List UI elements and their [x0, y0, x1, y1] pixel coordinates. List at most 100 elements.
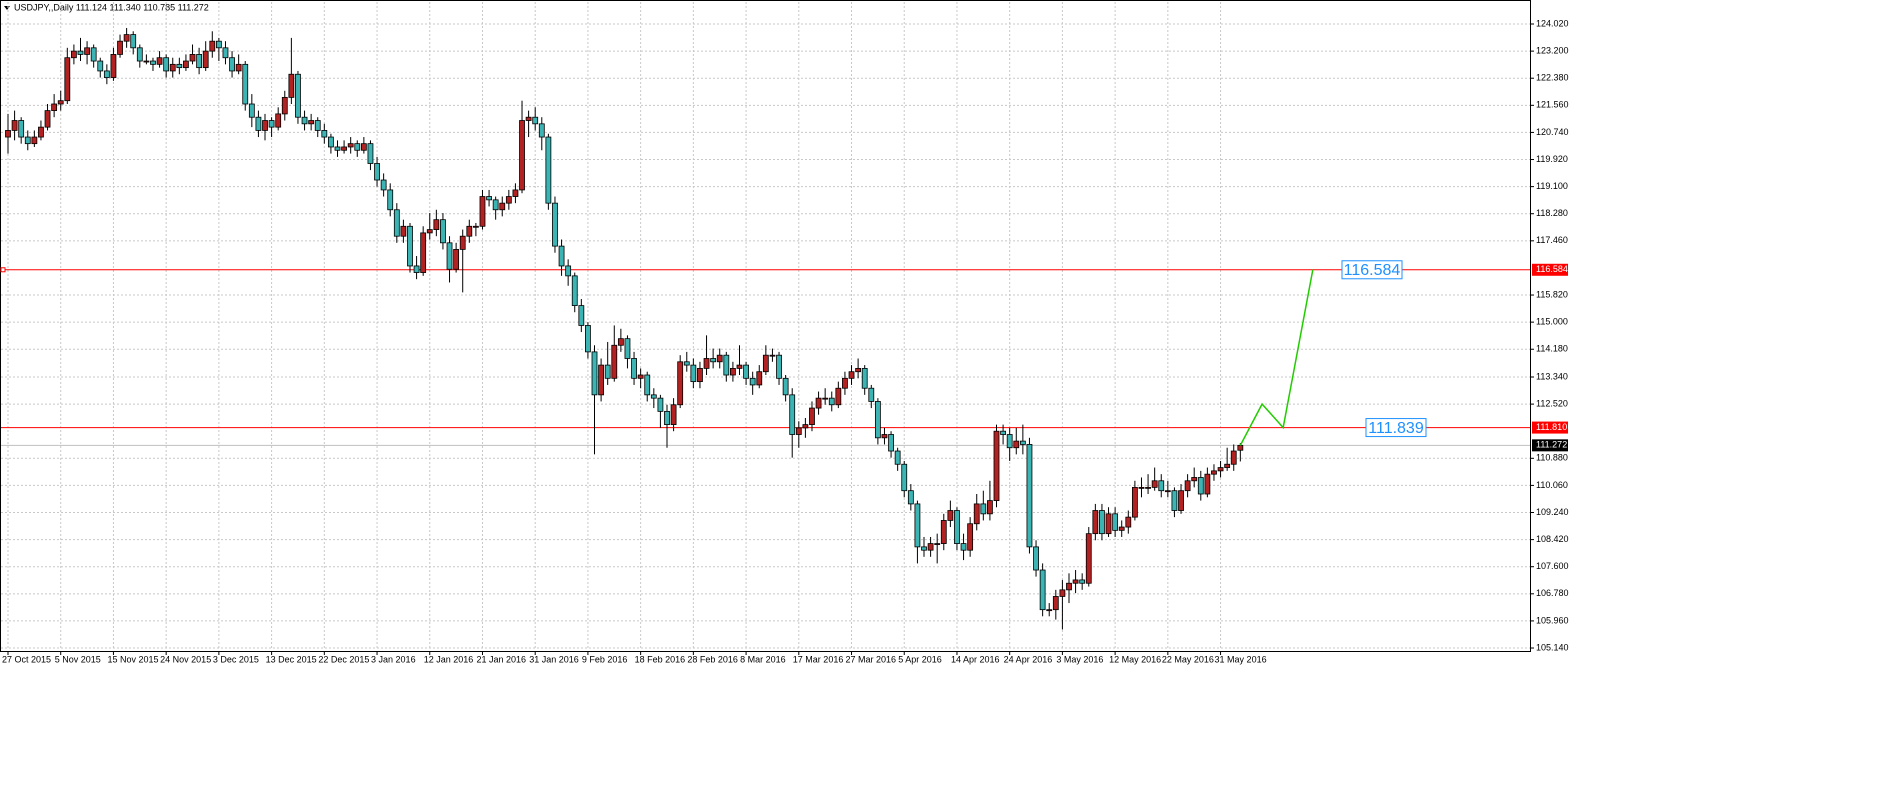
candle-body	[1079, 579, 1086, 584]
candle-body	[723, 354, 730, 376]
candle-body	[110, 54, 117, 78]
candle-body	[861, 368, 868, 389]
x-tick-label: 22 Dec 2015	[318, 654, 369, 664]
candle-body	[235, 63, 242, 72]
candle-body	[24, 136, 31, 145]
x-tick-label: 31 May 2016	[1215, 654, 1267, 664]
candle-body	[229, 57, 235, 72]
candle-body	[169, 63, 176, 72]
candle-body	[881, 434, 888, 439]
candle-body	[1164, 490, 1171, 493]
candle-body	[176, 63, 183, 69]
candle-body	[1085, 533, 1092, 584]
y-tick-label: 119.920	[1536, 154, 1568, 164]
y-tick-label: 120.740	[1536, 127, 1569, 137]
x-tick-label: 5 Apr 2016	[898, 654, 942, 664]
candle-body	[11, 120, 18, 131]
candle-body	[248, 103, 255, 118]
plot-frame	[0, 0, 1531, 652]
candle-body	[1237, 444, 1244, 451]
candle-body	[71, 50, 77, 59]
candle-body	[1204, 473, 1211, 495]
candle-body	[64, 57, 71, 102]
candle-body	[927, 543, 934, 551]
y-tick-label: 119.100	[1536, 181, 1568, 191]
candle-body	[980, 503, 987, 515]
candle-body	[710, 358, 717, 363]
candle-body	[486, 196, 492, 201]
candle-body	[453, 249, 460, 270]
text-box	[1365, 418, 1427, 438]
candle-body	[519, 120, 525, 191]
candle-body	[1105, 513, 1112, 535]
candle-body	[466, 225, 473, 237]
candle-body	[347, 143, 354, 148]
candle-body	[222, 47, 229, 59]
candle-body	[1125, 516, 1132, 528]
y-tick-label: 110.060	[1536, 480, 1568, 490]
candle-body	[103, 70, 110, 78]
candle-body	[183, 60, 189, 69]
candle-body	[888, 434, 894, 452]
candle-body	[987, 500, 993, 515]
candle-body	[828, 397, 835, 406]
x-tick-label: 28 Feb 2016	[687, 654, 738, 664]
candle-body	[1019, 440, 1026, 445]
candle-body	[18, 120, 25, 138]
candle-body	[472, 225, 479, 228]
y-tick-label: 115.820	[1536, 289, 1568, 299]
candle-body	[749, 377, 756, 386]
y-tick-label: 123.200	[1536, 45, 1569, 55]
candle-body	[558, 245, 565, 267]
candle-body	[802, 424, 809, 429]
candle-body	[1066, 582, 1072, 591]
candle-body	[196, 54, 203, 69]
candle-body	[44, 110, 51, 128]
x-tick-label: 31 Jan 2016	[529, 654, 579, 664]
candle-body	[907, 490, 914, 505]
x-tick-label: 18 Feb 2016	[635, 654, 686, 664]
candle-body	[1013, 440, 1020, 449]
candle-body	[795, 427, 802, 435]
candle-body	[420, 232, 427, 273]
candle-body	[690, 364, 697, 383]
candle-body	[123, 34, 130, 42]
candle-body	[202, 50, 209, 69]
candle-body	[835, 387, 842, 406]
candle-body	[446, 242, 453, 270]
candle-body	[591, 351, 598, 396]
x-tick-label: 17 Mar 2016	[793, 654, 844, 664]
y-tick-label: 124.020	[1536, 18, 1569, 28]
candle-body	[163, 57, 170, 72]
candle-body	[426, 229, 433, 234]
x-tick-label: 21 Jan 2016	[476, 654, 526, 664]
candle-body	[1039, 569, 1046, 611]
x-tick-label: 12 Jan 2016	[424, 654, 474, 664]
candle-body	[51, 103, 58, 112]
text-box-label: 116.584	[1344, 262, 1401, 279]
candle-body	[743, 364, 749, 379]
candle-body	[914, 503, 921, 548]
candle-body	[459, 235, 466, 250]
candle-body	[894, 450, 901, 465]
candle-body	[716, 354, 723, 363]
x-tick-label: 13 Dec 2015	[266, 654, 317, 664]
candle-body	[97, 60, 104, 72]
x-tick-label: 24 Apr 2016	[1004, 654, 1053, 664]
candle-body	[967, 523, 974, 551]
y-tick-label: 115.000	[1536, 317, 1568, 327]
candle-body	[308, 120, 315, 125]
y-tick-label: 112.520	[1536, 398, 1568, 408]
candle-body	[136, 47, 143, 62]
candle-body	[848, 371, 855, 379]
candle-body	[934, 543, 941, 545]
y-tick-label: 109.240	[1536, 507, 1569, 517]
candle-body	[268, 120, 275, 128]
candle-body	[769, 354, 776, 357]
candle-body	[842, 377, 848, 389]
candle-body	[954, 510, 960, 544]
candle-body	[150, 60, 156, 65]
candle-body	[321, 130, 328, 138]
candle-body	[617, 338, 624, 346]
